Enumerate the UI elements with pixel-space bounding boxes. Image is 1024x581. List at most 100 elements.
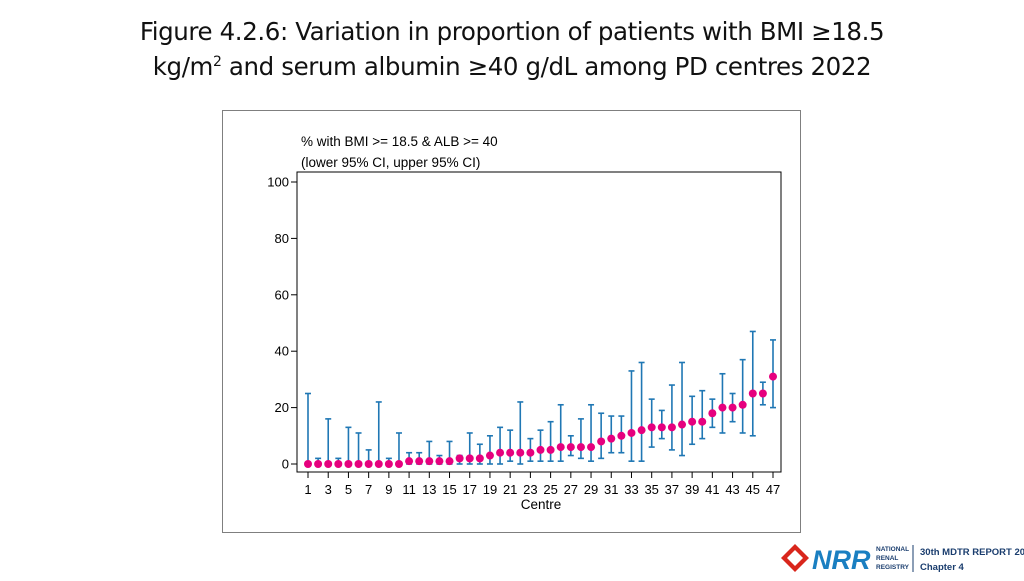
data-point [516,448,525,457]
x-tick-label: 7 [365,482,372,497]
data-point [546,445,555,454]
title-rest: and serum albumin ≥40 g/dL among PD cent… [221,52,872,81]
org-line-2: RENAL [876,555,898,562]
title-line-2: kg/m2 and serum albumin ≥40 g/dL among P… [40,49,984,84]
data-point [496,448,505,457]
data-point [354,460,363,468]
legend-line-1: % with BMI >= 18.5 & ALB >= 40 [301,134,498,149]
data-point [455,454,464,463]
data-point [394,460,403,468]
data-point [667,423,676,432]
data-point [728,403,737,412]
y-axis: 0 20 40 60 80 100 [267,175,297,472]
data-point [536,445,545,454]
data-point [415,457,424,466]
report-title: 30th MDTR REPORT 2022 [920,547,1024,558]
data-point [698,417,707,426]
data-point [769,372,777,381]
data-point [475,454,484,463]
title-line-1: Figure 4.2.6: Variation in proportion of… [139,17,885,46]
x-tick-label: 37 [665,482,679,497]
footer-svg: NRR NATIONAL RENAL REGISTRY 30th MDTR RE… [781,544,1024,575]
legend-line-2: (lower 95% CI, upper 95% CI) [301,155,480,170]
x-tick-label: 23 [523,482,537,497]
x-tick-label: 19 [483,482,497,497]
data-point [678,420,687,429]
x-tick-label: 29 [584,482,598,497]
data-point [485,451,494,460]
title-superscript: 2 [213,54,222,70]
x-tick-label: 5 [345,482,352,497]
error-bars [305,330,776,465]
data-point [334,460,343,468]
y-tick-label: 40 [275,344,289,359]
x-tick-label: 25 [543,482,557,497]
data-point [465,454,474,463]
data-point [556,443,565,452]
x-tick-label: 17 [463,482,477,497]
logo-emblem-inner-icon [787,550,803,566]
data-point [314,460,323,468]
logo-letters: NRR [812,545,871,575]
data-point [708,409,717,418]
data-point [304,460,312,468]
data-point [617,431,626,440]
data-point [748,389,757,398]
y-tick-label: 0 [282,457,289,472]
data-point [364,460,373,468]
data-point [647,423,656,432]
x-tick-label: 13 [422,482,436,497]
x-tick-label: 35 [644,482,658,497]
org-line-1: NATIONAL [876,546,909,553]
x-tick-label: 21 [503,482,517,497]
data-point [627,428,636,437]
x-tick-label: 47 [766,482,780,497]
x-tick-label: 3 [325,482,332,497]
title-unit: kg/m [152,52,214,81]
data-point [738,400,747,409]
x-axis-label: Centre [521,497,562,512]
x-axis: 1 3 5 7 9 11 13 15 17 19 21 23 25 27 29 31 33 35 37 39 41 43 4… [304,472,780,497]
x-tick-label: 31 [604,482,618,497]
data-point [526,448,535,457]
y-tick-label: 100 [267,175,289,190]
data-point [637,426,646,435]
data-point [435,457,444,466]
y-tick-label: 80 [275,231,289,246]
data-point [688,417,697,426]
data-point [758,389,767,398]
x-tick-label: 45 [746,482,760,497]
data-point [405,457,414,466]
data-point [587,443,596,452]
data-point [657,423,666,432]
data-point [425,457,434,466]
data-point [324,460,333,468]
x-tick-label: 11 [402,482,416,497]
chart-title: Figure 4.2.6: Variation in proportion of… [40,14,984,84]
data-points [304,372,777,468]
chapter-label: Chapter 4 [920,562,965,573]
x-tick-label: 27 [564,482,578,497]
registry-logo: NRR NATIONAL RENAL REGISTRY [781,544,910,575]
data-point [344,460,353,468]
data-point [445,457,454,466]
org-line-3: REGISTRY [876,564,910,571]
x-tick-label: 33 [624,482,638,497]
x-tick-label: 15 [442,482,456,497]
data-point [597,437,606,446]
footer-branding: NRR NATIONAL RENAL REGISTRY 30th MDTR RE… [775,540,1024,576]
data-point [384,460,393,468]
plot-area [296,171,782,473]
y-tick-label: 20 [275,400,289,415]
y-tick-label: 60 [275,287,289,302]
data-point [718,403,727,412]
x-tick-label: 9 [385,482,392,497]
data-point [374,460,383,468]
x-tick-label: 41 [705,482,719,497]
data-point [506,448,515,457]
x-tick-label: 43 [725,482,739,497]
x-tick-label: 1 [304,482,311,497]
x-tick-label: 39 [685,482,699,497]
data-point [607,434,616,443]
